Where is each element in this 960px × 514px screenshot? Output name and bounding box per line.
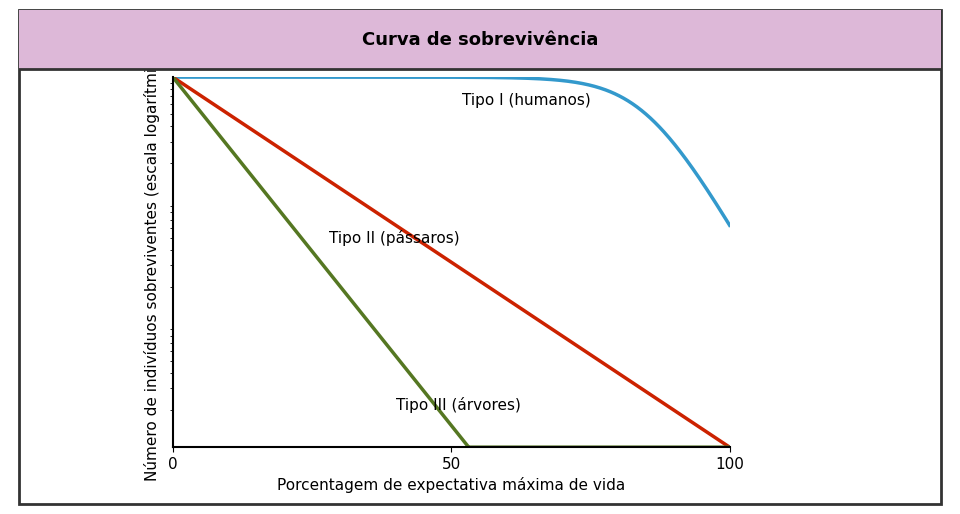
- Bar: [19, 10, 941, 69]
- Text: Tipo III (árvores): Tipo III (árvores): [396, 397, 520, 413]
- Text: Curva de sobrevivência: Curva de sobrevivência: [362, 31, 598, 49]
- Text: Tipo II (pássaros): Tipo II (pássaros): [328, 230, 459, 246]
- Y-axis label: Número de indivíduos sobreviventes (escala logarítmica): Número de indivíduos sobreviventes (esca…: [144, 44, 159, 481]
- Text: Tipo I (humanos): Tipo I (humanos): [463, 93, 591, 107]
- X-axis label: Porcentagem de expectativa máxima de vida: Porcentagem de expectativa máxima de vid…: [277, 478, 625, 493]
